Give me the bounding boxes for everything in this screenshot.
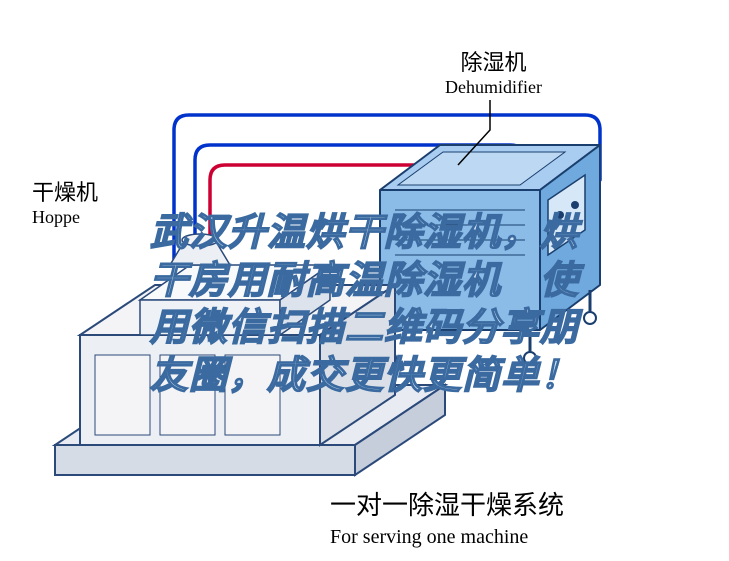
overlay-promo-text: 武汉升温烘干除湿机，烘 干房用耐高温除湿机 使 用微信扫描二维码分享朋 友圈，成… bbox=[0, 210, 729, 400]
dehumidifier-label-en: Dehumidifier bbox=[445, 77, 542, 98]
overlay-line-2: 干房用耐高温除湿机 使 bbox=[0, 258, 729, 306]
system-title-en: For serving one machine bbox=[330, 526, 564, 549]
overlay-line-4: 友圈，成交更快更简单！ bbox=[0, 353, 729, 401]
overlay-line-1: 武汉升温烘干除湿机，烘 bbox=[0, 210, 729, 258]
dehumidifier-label: 除湿机 Dehumidifier bbox=[445, 45, 542, 98]
overlay-line-3: 用微信扫描二维码分享朋 bbox=[0, 305, 729, 353]
dehumidifier-label-cn: 除湿机 bbox=[445, 45, 542, 77]
system-title-cn: 一对一除湿干燥系统 bbox=[330, 485, 564, 522]
dryer-label-cn: 干燥机 bbox=[32, 175, 98, 207]
system-title: 一对一除湿干燥系统 For serving one machine bbox=[330, 485, 564, 549]
